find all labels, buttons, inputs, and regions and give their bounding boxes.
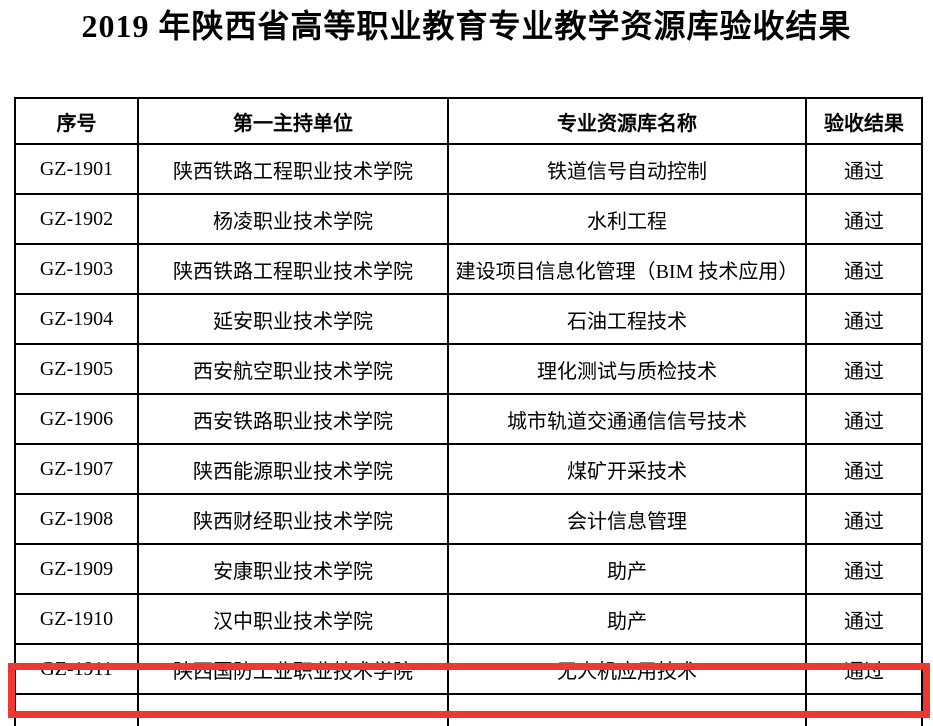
cell-id: GZ-1903: [14, 243, 139, 295]
cell-id: GZ-1906: [14, 393, 139, 445]
cell-result: 通过: [805, 343, 923, 395]
cell-resource-name: 水利工程: [447, 193, 807, 245]
results-table: 序号 第一主持单位 专业资源库名称 验收结果 GZ-1901 陕西铁路工程职业技…: [14, 97, 923, 726]
cell-host-unit: 西安航空职业技术学院: [137, 343, 449, 395]
cell-host-unit: 杨凌职业技术学院: [137, 193, 449, 245]
table-row: GZ-1905 西安航空职业技术学院 理化测试与质检技术 通过: [14, 343, 923, 395]
table-body: GZ-1901 陕西铁路工程职业技术学院 铁道信号自动控制 通过 GZ-1902…: [14, 143, 923, 726]
cell-id: [14, 693, 139, 726]
cell-resource-name: 无人机应用技术: [447, 643, 807, 695]
page-title: 2019 年陕西省高等职业教育专业教学资源库验收结果: [81, 8, 852, 44]
table-row: GZ-1907 陕西能源职业技术学院 煤矿开采技术 通过: [14, 443, 923, 495]
cell-id: GZ-1911: [14, 643, 139, 695]
table-row: GZ-1904 延安职业技术学院 石油工程技术 通过: [14, 293, 923, 345]
table-header: 序号 第一主持单位 专业资源库名称 验收结果: [14, 97, 923, 145]
table-row: GZ-1901 陕西铁路工程职业技术学院 铁道信号自动控制 通过: [14, 143, 923, 195]
cell-result: 通过: [805, 593, 923, 645]
cell-id: GZ-1908: [14, 493, 139, 545]
col-header-host-unit: 第一主持单位: [137, 97, 449, 145]
cell-resource-name: 铁道信号自动控制: [447, 143, 807, 195]
table-row: GZ-1910 汉中职业技术学院 助产 通过: [14, 593, 923, 645]
cell-id: GZ-1907: [14, 443, 139, 495]
cell-resource-name: 助产: [447, 593, 807, 645]
cell-result: 通过: [805, 543, 923, 595]
cell-host-unit: 陕西铁路工程职业技术学院: [137, 143, 449, 195]
cell-result: [805, 693, 923, 726]
table-row-highlighted: GZ-1911 陕西国防工业职业技术学院 无人机应用技术 通过: [14, 643, 923, 695]
cell-result: 通过: [805, 443, 923, 495]
cell-id: GZ-1909: [14, 543, 139, 595]
table-row: GZ-1903 陕西铁路工程职业技术学院 建设项目信息化管理（BIM 技术应用）…: [14, 243, 923, 295]
cell-resource-name: 理化测试与质检技术: [447, 343, 807, 395]
cell-host-unit: 延安职业技术学院: [137, 293, 449, 345]
cell-host-unit: 陕西财经职业技术学院: [137, 493, 449, 545]
cell-result: 通过: [805, 643, 923, 695]
cell-result: 通过: [805, 193, 923, 245]
cell-result: 通过: [805, 143, 923, 195]
cell-host-unit: 安康职业技术学院: [137, 543, 449, 595]
col-header-result: 验收结果: [805, 97, 923, 145]
cell-host-unit: 汉中职业技术学院: [137, 593, 449, 645]
cell-id: GZ-1904: [14, 293, 139, 345]
table-row: GZ-1909 安康职业技术学院 助产 通过: [14, 543, 923, 595]
cell-resource-name: 会计信息管理: [447, 493, 807, 545]
cell-host-unit: 西安铁路职业技术学院: [137, 393, 449, 445]
cell-id: GZ-1901: [14, 143, 139, 195]
col-header-index: 序号: [14, 97, 139, 145]
table-row-partial: [14, 693, 923, 726]
cell-resource-name: 煤矿开采技术: [447, 443, 807, 495]
col-header-resource-name: 专业资源库名称: [447, 97, 807, 145]
cell-resource-name: 建设项目信息化管理（BIM 技术应用）: [447, 243, 807, 295]
cell-resource-name: [447, 693, 807, 726]
cell-result: 通过: [805, 293, 923, 345]
cell-id: GZ-1905: [14, 343, 139, 395]
cell-id: GZ-1902: [14, 193, 139, 245]
header-row: 序号 第一主持单位 专业资源库名称 验收结果: [14, 97, 923, 145]
cell-host-unit: [137, 693, 449, 726]
cell-result: 通过: [805, 493, 923, 545]
table-row: GZ-1902 杨凌职业技术学院 水利工程 通过: [14, 193, 923, 245]
cell-result: 通过: [805, 243, 923, 295]
cell-resource-name: 城市轨道交通通信信号技术: [447, 393, 807, 445]
cell-host-unit: 陕西铁路工程职业技术学院: [137, 243, 449, 295]
cell-host-unit: 陕西国防工业职业技术学院: [137, 643, 449, 695]
table-row: GZ-1908 陕西财经职业技术学院 会计信息管理 通过: [14, 493, 923, 545]
cell-resource-name: 石油工程技术: [447, 293, 807, 345]
cell-result: 通过: [805, 393, 923, 445]
cell-id: GZ-1910: [14, 593, 139, 645]
cell-resource-name: 助产: [447, 543, 807, 595]
cell-host-unit: 陕西能源职业技术学院: [137, 443, 449, 495]
table-row: GZ-1906 西安铁路职业技术学院 城市轨道交通通信信号技术 通过: [14, 393, 923, 445]
